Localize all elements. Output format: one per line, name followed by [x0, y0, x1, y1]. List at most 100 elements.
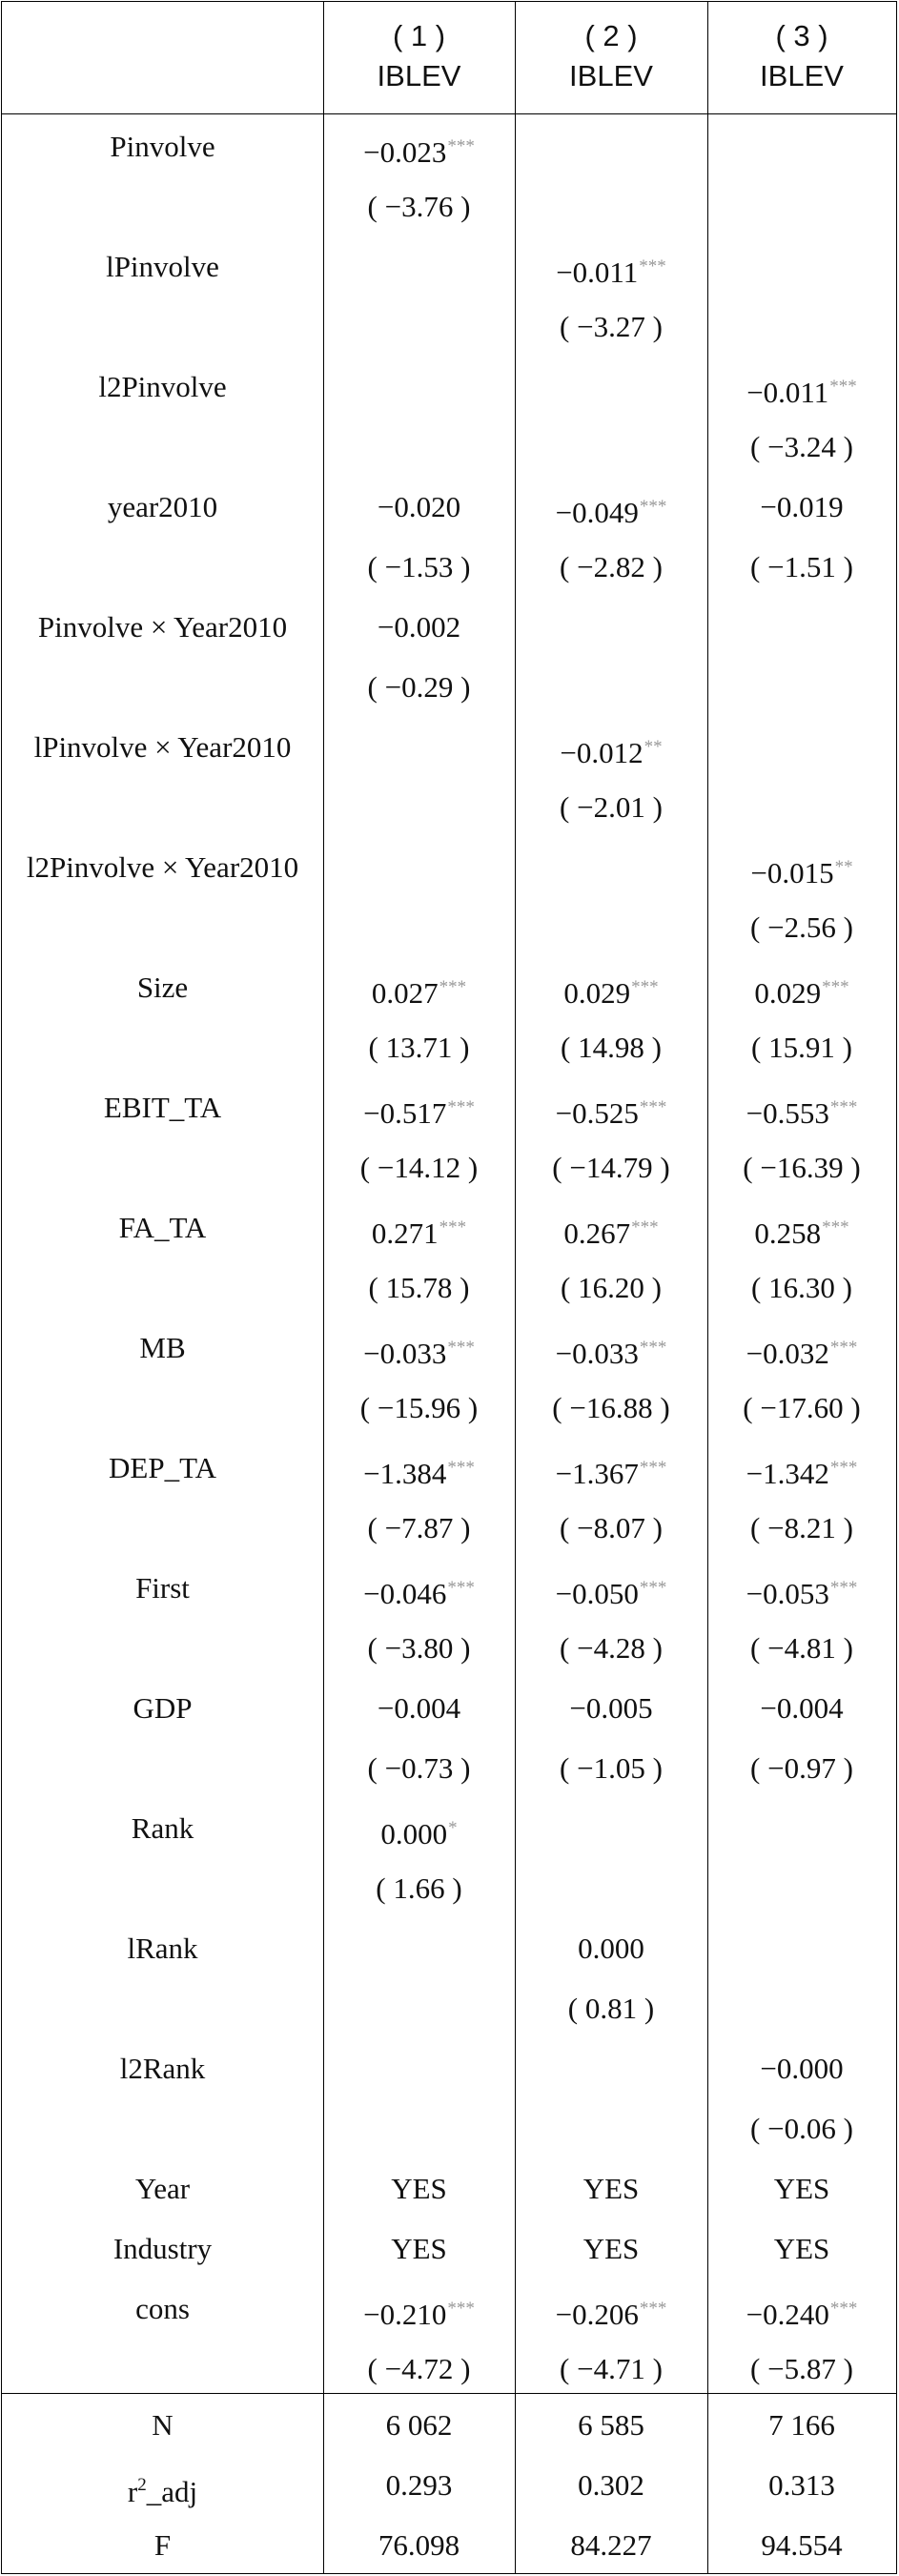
significance-stars: ***	[631, 1217, 659, 1237]
table-cell: −0.015**	[707, 837, 896, 897]
table-cell: −0.240***	[707, 2279, 896, 2339]
column-variable: IBLEV	[760, 59, 844, 92]
row-label	[2, 537, 323, 597]
header-divider	[2, 113, 896, 114]
table-cell: ( −16.88 )	[515, 1378, 707, 1438]
cell-value: ( −4.81 )	[750, 1631, 853, 1665]
cell-value: −0.020	[377, 490, 461, 523]
footer-divider	[2, 2393, 896, 2394]
row-label: year2010	[107, 490, 218, 523]
table-cell: ( 16.20 )	[515, 1257, 707, 1318]
significance-stars: ***	[639, 2299, 667, 2319]
row-label	[2, 2098, 323, 2158]
row-label: Year	[134, 2172, 191, 2205]
row-label	[2, 1858, 323, 1918]
cell-value: ( −15.96 )	[359, 1391, 479, 1424]
table-cell: ( −2.01 )	[515, 777, 707, 837]
stat-value: 0.293	[385, 2468, 453, 2502]
table-cell	[323, 837, 515, 897]
table-cell: ( 13.71 )	[323, 1017, 515, 1077]
cell-value: −0.240	[746, 2298, 829, 2331]
table-cell: ( −8.21 )	[707, 1498, 896, 1558]
table-cell: ( −14.12 )	[323, 1137, 515, 1197]
row-label: DEP_TA	[109, 1451, 216, 1484]
row-label	[2, 1498, 323, 1558]
table-cell: YES	[515, 2158, 707, 2218]
table-cell: ( 0.81 )	[515, 1978, 707, 2038]
cell-value: −0.004	[760, 1691, 844, 1725]
table-cell: −0.210***	[323, 2279, 515, 2339]
table-cell: −1.367***	[515, 1438, 707, 1498]
significance-stars: ***	[447, 136, 475, 156]
cell-value: −0.053	[746, 1577, 829, 1610]
cell-value: −0.004	[377, 1691, 461, 1725]
row-label: l2Pinvolve × Year2010	[26, 850, 299, 884]
cell-value: YES	[773, 2232, 830, 2265]
significance-stars: ***	[829, 377, 857, 397]
cell-value: −0.033	[555, 1337, 639, 1370]
significance-stars: ***	[447, 1458, 475, 1478]
table-cell: ( −17.60 )	[707, 1378, 896, 1438]
stat-label-text: F	[153, 2528, 172, 2562]
row-label: lPinvolve × Year2010	[33, 730, 292, 764]
cell-value: −0.023	[363, 135, 447, 169]
table-cell: YES	[323, 2218, 515, 2279]
table-cell: ( −2.56 )	[707, 897, 896, 957]
table-cell: −0.049***	[515, 477, 707, 537]
row-label	[2, 777, 323, 837]
significance-stars: ***	[631, 977, 659, 997]
table-cell: ( −0.29 )	[323, 657, 515, 717]
table-cell: −0.517***	[323, 1077, 515, 1137]
table-cell	[323, 897, 515, 957]
cell-value: YES	[391, 2172, 447, 2205]
table-cell: ( −4.28 )	[515, 1618, 707, 1678]
stat-label-suffix: _adj	[146, 2475, 198, 2508]
column-number: ( 1 )	[392, 19, 446, 52]
row-label: First	[135, 1571, 190, 1605]
table-cell: 0.000*	[323, 1798, 515, 1858]
cell-value: 0.029	[754, 976, 822, 1010]
cell-value: −0.005	[569, 1691, 653, 1725]
table-cell: −0.525***	[515, 1077, 707, 1137]
cell-value: 0.000	[380, 1817, 448, 1850]
cell-value: ( −1.53 )	[367, 550, 471, 583]
row-label	[2, 1978, 323, 2038]
cell-value: −0.046	[363, 1577, 447, 1610]
table-cell: −0.019	[707, 477, 896, 537]
significance-stars: ***	[447, 2299, 475, 2319]
significance-stars: ***	[639, 1458, 667, 1478]
table-cell: ( −4.81 )	[707, 1618, 896, 1678]
significance-stars: *	[448, 1818, 458, 1838]
table-cell: YES	[515, 2218, 707, 2279]
table-cell: 0.267***	[515, 1197, 707, 1257]
table-cell: 0.258***	[707, 1197, 896, 1257]
table-cell: ( −1.53 )	[323, 537, 515, 597]
table-cell: −0.046***	[323, 1558, 515, 1618]
table-cell: ( −4.71 )	[515, 2339, 707, 2399]
table-cell	[323, 2098, 515, 2158]
cell-value: −0.050	[555, 1577, 639, 1610]
row-label	[2, 176, 323, 236]
cell-value: ( −4.71 )	[560, 2352, 663, 2385]
table-cell: 0.029***	[515, 957, 707, 1017]
table-cell	[707, 116, 896, 176]
cell-value: ( −0.06 )	[750, 2112, 853, 2145]
table-cell: −0.020	[323, 477, 515, 537]
row-label: MB	[139, 1331, 186, 1364]
table-cell	[707, 717, 896, 777]
table-cell	[323, 717, 515, 777]
table-cell: −0.004	[707, 1678, 896, 1738]
row-label	[2, 2339, 323, 2399]
table-cell	[323, 236, 515, 296]
table-cell: YES	[323, 2158, 515, 2218]
table-cell: −0.033***	[515, 1318, 707, 1378]
cell-value: −0.525	[555, 1096, 639, 1130]
cell-value: YES	[582, 2172, 640, 2205]
cell-value: ( −5.87 )	[750, 2352, 853, 2385]
cell-value: ( −1.05 )	[560, 1751, 663, 1785]
significance-stars: ***	[829, 2299, 858, 2319]
table-cell: ( −2.82 )	[515, 537, 707, 597]
table-cell: −0.011***	[515, 236, 707, 296]
cell-value: 0.267	[563, 1216, 631, 1250]
stat-value: 7 166	[768, 2408, 835, 2442]
